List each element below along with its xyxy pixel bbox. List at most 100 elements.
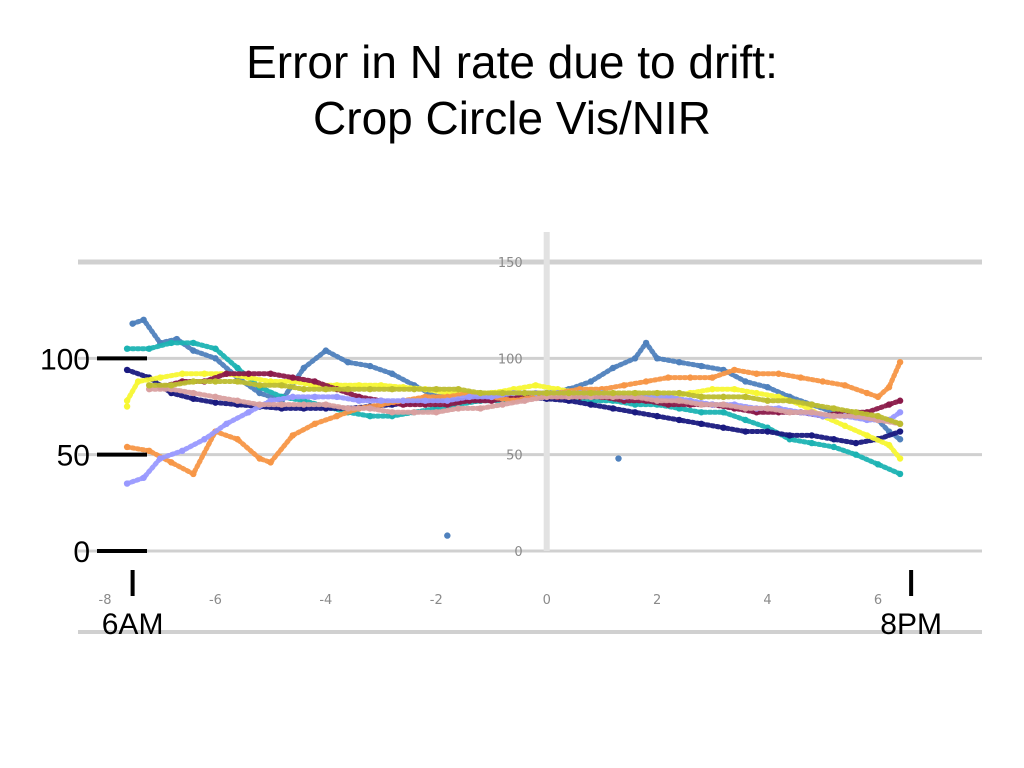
data-point	[797, 374, 804, 381]
data-point	[830, 436, 838, 443]
data-point	[333, 412, 341, 420]
data-point	[676, 389, 683, 397]
chart-title-line-2: Crop Circle Vis/NIR	[313, 92, 711, 144]
data-point	[157, 374, 164, 381]
data-point	[201, 436, 208, 443]
data-point	[234, 436, 241, 443]
data-point	[344, 358, 352, 366]
data-point	[863, 389, 871, 397]
data-point	[278, 401, 285, 408]
data-point	[212, 355, 219, 362]
data-point	[444, 397, 451, 404]
data-point	[289, 374, 296, 381]
data-point	[212, 378, 219, 385]
data-point	[256, 455, 263, 462]
data-point	[289, 393, 296, 401]
data-point	[830, 412, 838, 420]
data-point	[609, 405, 617, 412]
data-point	[123, 345, 131, 352]
data-point	[720, 401, 727, 408]
data-point	[709, 385, 716, 393]
data-point	[455, 405, 462, 412]
data-point	[543, 389, 550, 397]
data-point	[830, 405, 838, 412]
data-point	[698, 409, 705, 416]
data-point	[179, 447, 186, 455]
data-point	[731, 366, 738, 374]
data-point	[896, 470, 904, 478]
data-point	[190, 395, 197, 402]
data-point	[653, 397, 661, 404]
data-point	[190, 339, 197, 347]
data-point	[687, 374, 694, 381]
data-point	[388, 385, 396, 393]
data-point	[742, 393, 749, 401]
data-point	[466, 393, 473, 401]
data-point	[388, 409, 396, 416]
data-point	[168, 382, 175, 389]
data-point	[896, 409, 904, 416]
y-tick-label: 0	[514, 545, 522, 560]
data-point	[366, 405, 374, 412]
data-point	[698, 393, 705, 401]
data-point	[808, 432, 815, 439]
data-point	[123, 397, 131, 404]
data-point	[300, 364, 307, 372]
data-point	[333, 393, 341, 401]
data-point	[742, 405, 749, 412]
data-point	[753, 389, 760, 397]
data-point	[256, 401, 263, 408]
data-point	[168, 339, 175, 347]
data-point	[720, 424, 727, 431]
data-point	[499, 401, 506, 408]
y-annotation-label: 100	[40, 343, 90, 376]
x-tick-label: -2	[430, 593, 443, 608]
x-tick-label: -6	[209, 593, 222, 608]
y-annotation-label: 50	[57, 440, 90, 473]
y-tick-label: 50	[506, 449, 523, 464]
data-point	[676, 397, 683, 404]
data-point	[157, 455, 164, 462]
data-point	[676, 416, 683, 424]
data-point	[267, 370, 274, 377]
data-point	[885, 384, 893, 391]
data-point	[808, 401, 815, 408]
data-point	[190, 347, 197, 354]
data-point	[764, 397, 771, 404]
data-point	[565, 389, 572, 397]
x-tick-label: 4	[763, 593, 771, 608]
data-point	[355, 397, 363, 404]
time-label: 8PM	[880, 608, 942, 641]
data-point	[212, 345, 219, 352]
data-point	[433, 409, 440, 416]
data-point	[223, 370, 230, 377]
data-point	[300, 401, 307, 408]
data-point	[278, 382, 285, 389]
outlier-point	[444, 532, 451, 539]
data-point	[179, 370, 186, 377]
data-point	[300, 385, 307, 393]
data-point	[245, 409, 252, 416]
data-point	[698, 401, 705, 408]
data-point	[256, 389, 263, 397]
data-point	[322, 401, 330, 408]
data-point	[808, 409, 815, 416]
data-point	[377, 397, 385, 404]
data-point	[134, 378, 142, 385]
data-point	[366, 385, 374, 393]
data-point	[896, 397, 904, 404]
data-point	[896, 436, 904, 443]
x-tick-label: -4	[319, 593, 332, 608]
data-point	[256, 382, 263, 389]
data-point	[609, 364, 617, 372]
data-point	[664, 374, 672, 381]
data-point	[874, 461, 882, 468]
data-point	[863, 432, 871, 439]
data-point	[267, 459, 274, 466]
data-point	[344, 405, 352, 412]
data-point	[642, 378, 650, 385]
data-point	[521, 397, 528, 404]
data-point	[642, 339, 650, 347]
data-point	[532, 382, 539, 389]
